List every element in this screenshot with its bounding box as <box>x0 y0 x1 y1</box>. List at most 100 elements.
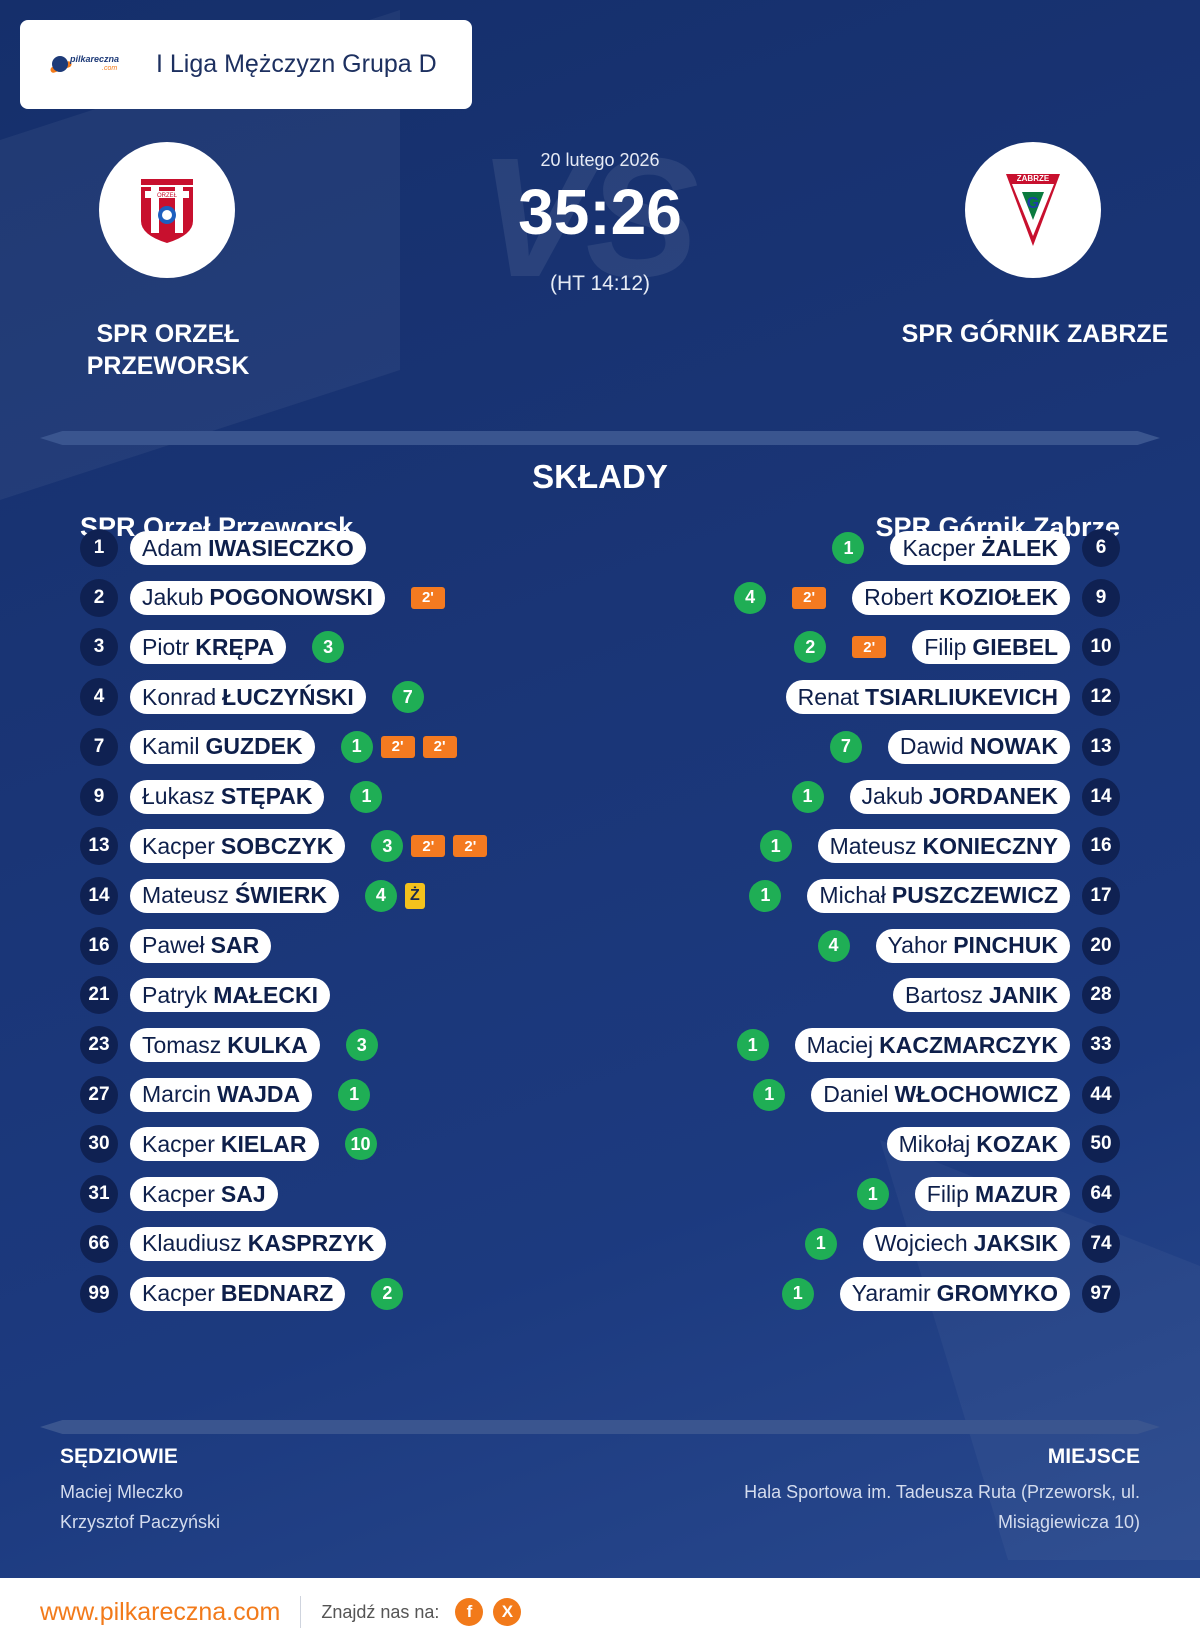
shirt-number: 28 <box>1082 976 1120 1015</box>
player-name[interactable]: Filip GIEBEL <box>912 630 1070 665</box>
player-name[interactable]: Kamil GUZDEK <box>130 729 315 764</box>
player-row: 7 Kamil GUZDEK 1 2' 2' <box>80 727 457 767</box>
home-team-crest: ORZEŁ <box>99 142 235 278</box>
player-last-name: BEDNARZ <box>220 1280 334 1306</box>
player-first-name: Klaudiusz <box>142 1230 242 1257</box>
player-name[interactable]: Robert KOZIOŁEK <box>852 580 1070 615</box>
player-last-name: JAKSIK <box>973 1230 1058 1257</box>
player-name[interactable]: Michał PUSZCZEWICZ <box>807 878 1070 913</box>
player-name[interactable]: Kacper KIELAR <box>130 1127 319 1162</box>
shirt-number: 17 <box>1082 876 1120 915</box>
shirt-number: 97 <box>1082 1274 1120 1313</box>
home-team-name: SPR ORZEŁ PRZEWORSK <box>86 320 250 380</box>
player-first-name: Robert <box>864 584 934 611</box>
suspension-badge: 2' <box>852 636 887 659</box>
player-first-name: Dawid <box>899 733 964 760</box>
divider <box>40 1420 1160 1434</box>
player-row: 66 Klaudiusz KASPRZYK <box>80 1224 387 1264</box>
player-name[interactable]: Kacper ŻALEK <box>890 531 1070 565</box>
player-name[interactable]: Mateusz ŚWIERK <box>130 878 339 913</box>
player-last-name: KACZMARCZYK <box>879 1031 1058 1058</box>
player-last-name: PUSZCZEWICZ <box>891 882 1058 909</box>
shirt-number: 10 <box>1082 628 1120 667</box>
goals-badge: 1 <box>350 780 383 813</box>
player-first-name: Maciej <box>806 1031 874 1058</box>
shirt-number: 1 <box>80 529 118 567</box>
player-last-name: PINCHUK <box>953 932 1058 959</box>
player-name[interactable]: Klaudiusz KASPRZYK <box>130 1226 387 1261</box>
player-last-name: JANIK <box>988 981 1058 1008</box>
player-first-name: Kacper <box>142 1180 215 1207</box>
player-row: 1 Maciej KACZMARCZYK 33 <box>736 1025 1120 1065</box>
player-name[interactable]: Piotr KRĘPA <box>130 630 287 665</box>
player-first-name: Kacper <box>142 832 215 859</box>
referees-block: SĘDZIOWIE Maciej Mleczko Krzysztof Paczy… <box>60 1445 220 1537</box>
shirt-number: 7 <box>80 727 118 766</box>
shirt-number: 14 <box>80 876 118 915</box>
venue-line: Misiągiewicza 10) <box>997 1512 1140 1532</box>
player-row: 1 Mateusz KONIECZNY 16 <box>759 826 1120 866</box>
player-first-name: Paweł <box>142 932 205 959</box>
player-name[interactable]: Paweł SAR <box>130 928 272 963</box>
player-name[interactable]: Mateusz KONIECZNY <box>817 829 1070 864</box>
player-name[interactable]: Adam IWASIECZKO <box>130 531 366 565</box>
player-last-name: ŚWIERK <box>234 882 327 909</box>
player-first-name: Mateusz <box>829 832 917 859</box>
player-last-name: GROMYKO <box>936 1280 1058 1306</box>
match-date: 20 lutego 2026 <box>540 150 660 170</box>
player-name[interactable]: Bartosz JANIK <box>893 978 1070 1013</box>
player-last-name: GUZDEK <box>205 733 303 760</box>
player-first-name: Filip <box>924 633 967 660</box>
player-last-name: SAJ <box>220 1180 266 1207</box>
player-name[interactable]: Renat TSIARLIUKEVICH <box>785 680 1070 715</box>
player-name[interactable]: Filip MAZUR <box>914 1177 1070 1212</box>
player-row: 1 Jakub JORDANEK 14 <box>791 777 1120 817</box>
player-name[interactable]: Daniel WŁOCHOWICZ <box>811 1077 1070 1112</box>
player-row: 1 Adam IWASIECZKO <box>80 528 366 568</box>
shirt-number: 31 <box>80 1175 118 1214</box>
shirt-number: 99 <box>80 1274 118 1313</box>
player-name[interactable]: Wojciech JAKSIK <box>862 1226 1070 1261</box>
section-title: SKŁADY <box>532 458 668 495</box>
site-link[interactable]: www.pilkareczna.com <box>40 1597 281 1626</box>
player-name[interactable]: Yahor PINCHUK <box>875 928 1070 963</box>
player-last-name: KIELAR <box>220 1130 307 1157</box>
player-name[interactable]: Marcin WAJDA <box>130 1077 313 1112</box>
shirt-number: 50 <box>1082 1125 1120 1164</box>
player-name[interactable]: Maciej KACZMARCZYK <box>794 1028 1070 1062</box>
player-name[interactable]: Dawid NOWAK <box>887 729 1070 764</box>
player-name[interactable]: Łukasz STĘPAK <box>130 779 325 814</box>
player-row: 1 Yaramir GROMYKO 97 <box>781 1274 1120 1314</box>
player-row: 14 Mateusz ŚWIERK 4 Ż <box>80 876 425 916</box>
goals-badge: 1 <box>340 730 373 763</box>
player-row: 99 Kacper BEDNARZ 2 <box>80 1274 404 1314</box>
player-last-name: MAŁECKI <box>213 981 318 1008</box>
player-name[interactable]: Tomasz KULKA <box>130 1028 320 1062</box>
x-twitter-icon[interactable]: X <box>493 1598 522 1626</box>
facebook-icon[interactable]: f <box>455 1598 484 1626</box>
player-name[interactable]: Yaramir GROMYKO <box>839 1276 1070 1311</box>
player-row: 23 Tomasz KULKA 3 <box>80 1025 378 1065</box>
shirt-number: 2 <box>80 578 118 617</box>
player-name[interactable]: Kacper BEDNARZ <box>130 1276 346 1311</box>
player-first-name: Mikołaj <box>898 1130 971 1157</box>
site-logo-icon[interactable]: pilkareczna .com <box>49 50 142 80</box>
player-last-name: KULKA <box>227 1031 308 1058</box>
gornik-crest-icon: ZABRZE G <box>1006 174 1060 246</box>
player-name[interactable]: Konrad ŁUCZYŃSKI <box>130 680 366 715</box>
player-last-name: WŁOCHOWICZ <box>894 1081 1058 1108</box>
player-first-name: Daniel <box>823 1081 889 1108</box>
shirt-number: 27 <box>80 1075 118 1114</box>
player-name[interactable]: Patryk MAŁECKI <box>130 978 330 1013</box>
goals-badge: 1 <box>781 1277 814 1310</box>
player-name[interactable]: Kacper SOBCZYK <box>130 829 346 864</box>
player-name[interactable]: Jakub JORDANEK <box>849 779 1070 814</box>
goals-badge: 2 <box>794 631 827 664</box>
shirt-number: 12 <box>1082 678 1120 717</box>
player-name[interactable]: Mikołaj KOZAK <box>886 1127 1070 1162</box>
player-name[interactable]: Jakub POGONOWSKI <box>130 580 385 615</box>
player-name[interactable]: Kacper SAJ <box>130 1177 278 1212</box>
shirt-number: 16 <box>80 926 118 965</box>
shirt-number: 64 <box>1082 1175 1120 1214</box>
shirt-number: 13 <box>1082 727 1120 766</box>
